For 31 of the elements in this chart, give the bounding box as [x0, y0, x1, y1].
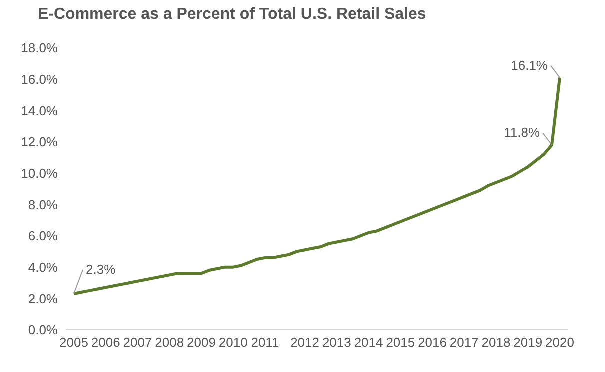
y-tick-label: 16.0%: [21, 72, 58, 87]
x-tick-label: 2009: [187, 335, 216, 350]
data-label: 2.3%: [86, 262, 116, 277]
y-tick-label: 8.0%: [28, 197, 58, 212]
x-tick-label: 2018: [482, 335, 511, 350]
x-tick-label: 2014: [354, 335, 384, 350]
x-tick-label: 2006: [91, 335, 120, 350]
x-tick-label: 2016: [418, 335, 447, 350]
y-tick-label: 14.0%: [21, 103, 58, 118]
y-tick-label: 10.0%: [21, 166, 58, 181]
x-tick-label: 2017: [450, 335, 479, 350]
x-tick-label: 2007: [123, 335, 152, 350]
line-series: [72, 76, 562, 296]
x-tick-label: 2011: [251, 335, 280, 350]
y-tick-label: 18.0%: [21, 40, 58, 56]
x-tick-label: 2010: [218, 335, 248, 350]
y-tick-label: 0.0%: [28, 322, 58, 338]
x-tick-label: 2015: [386, 335, 416, 350]
data-label: 16.1%: [511, 58, 548, 73]
y-tick-label: 2.0%: [28, 291, 58, 306]
x-tick-label: 2005: [60, 335, 88, 350]
x-tick-label: 2008: [155, 335, 184, 350]
x-tick-label: 2013: [322, 335, 352, 350]
x-tick-label: 2012: [290, 335, 320, 350]
y-tick-label: 4.0%: [28, 260, 58, 275]
y-tick-label: 6.0%: [28, 228, 58, 244]
data-label: 11.8%: [504, 125, 540, 140]
x-tick-label: 2019: [514, 335, 543, 350]
x-tick-label: 2020: [546, 335, 574, 350]
y-tick-label: 12.0%: [21, 134, 58, 150]
chart-title: E-Commerce as a Percent of Total U.S. Retail Sales: [37, 6, 428, 25]
